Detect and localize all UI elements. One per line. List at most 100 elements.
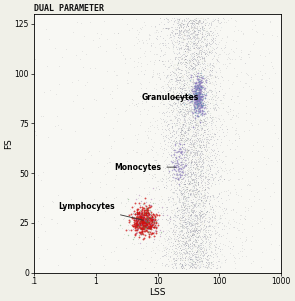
Point	[191, 179, 196, 184]
Point	[150, 74, 155, 79]
Point	[254, 29, 259, 34]
Point	[224, 188, 229, 193]
Point	[242, 214, 247, 219]
Point	[192, 172, 196, 177]
Point	[169, 259, 174, 263]
Point	[193, 95, 198, 100]
Point	[194, 133, 199, 138]
Point	[177, 75, 181, 79]
Point	[183, 188, 188, 193]
Point	[189, 30, 194, 35]
Point	[256, 121, 260, 126]
Point	[204, 198, 208, 203]
Point	[231, 49, 236, 54]
Point	[175, 238, 180, 243]
Point	[206, 260, 211, 265]
Point	[233, 73, 238, 78]
Point	[194, 96, 199, 101]
Point	[218, 217, 222, 222]
Point	[184, 188, 189, 193]
Point	[206, 67, 210, 72]
Point	[91, 37, 96, 42]
Point	[187, 206, 191, 211]
Point	[136, 232, 141, 237]
Point	[185, 20, 190, 24]
Point	[188, 99, 193, 104]
Point	[181, 219, 186, 224]
Point	[186, 115, 191, 120]
Point	[200, 227, 205, 232]
Point	[132, 222, 137, 226]
Point	[189, 67, 194, 72]
Point	[191, 229, 196, 234]
Point	[208, 48, 213, 53]
Point	[259, 216, 264, 220]
Point	[188, 142, 193, 147]
Point	[205, 178, 210, 182]
Point	[209, 89, 214, 94]
Point	[223, 52, 228, 57]
Point	[136, 36, 141, 41]
Point	[146, 148, 150, 153]
Point	[140, 221, 144, 225]
Point	[204, 104, 209, 108]
Point	[178, 16, 183, 21]
Point	[142, 67, 147, 72]
Point	[215, 18, 220, 23]
Point	[197, 91, 202, 96]
Point	[181, 146, 186, 151]
Point	[183, 190, 188, 194]
Point	[164, 229, 169, 234]
Point	[204, 209, 209, 214]
Point	[231, 108, 235, 113]
Point	[196, 101, 201, 106]
Point	[237, 213, 242, 218]
Point	[139, 227, 144, 231]
Point	[182, 114, 187, 119]
Point	[181, 265, 185, 269]
Point	[133, 225, 137, 230]
Point	[149, 221, 153, 226]
Point	[192, 16, 196, 21]
Point	[45, 246, 49, 251]
Point	[122, 216, 127, 221]
Point	[139, 232, 144, 237]
Point	[214, 266, 218, 271]
Point	[206, 128, 211, 133]
Point	[178, 109, 183, 114]
Point	[172, 210, 177, 215]
Point	[177, 147, 182, 152]
Point	[180, 169, 184, 173]
Point	[190, 242, 195, 247]
Point	[69, 197, 73, 202]
Point	[214, 171, 218, 176]
Point	[198, 250, 202, 255]
Point	[193, 156, 198, 161]
Point	[183, 37, 188, 42]
Point	[187, 153, 191, 157]
Point	[193, 110, 198, 114]
Point	[183, 57, 188, 61]
Point	[230, 225, 235, 229]
Point	[139, 213, 143, 218]
Point	[198, 94, 202, 99]
Point	[184, 43, 189, 48]
Point	[145, 217, 150, 222]
Point	[134, 216, 138, 220]
Point	[201, 100, 206, 105]
Point	[198, 209, 202, 214]
Point	[200, 259, 204, 263]
Point	[184, 60, 189, 65]
Point	[191, 57, 195, 62]
Point	[181, 243, 186, 247]
Point	[181, 23, 186, 28]
Point	[203, 156, 207, 161]
Point	[205, 51, 210, 56]
Point	[141, 215, 145, 220]
Point	[181, 263, 186, 268]
Point	[173, 116, 177, 121]
Point	[185, 107, 190, 112]
Point	[198, 91, 203, 96]
Point	[178, 68, 183, 73]
Point	[202, 248, 207, 253]
